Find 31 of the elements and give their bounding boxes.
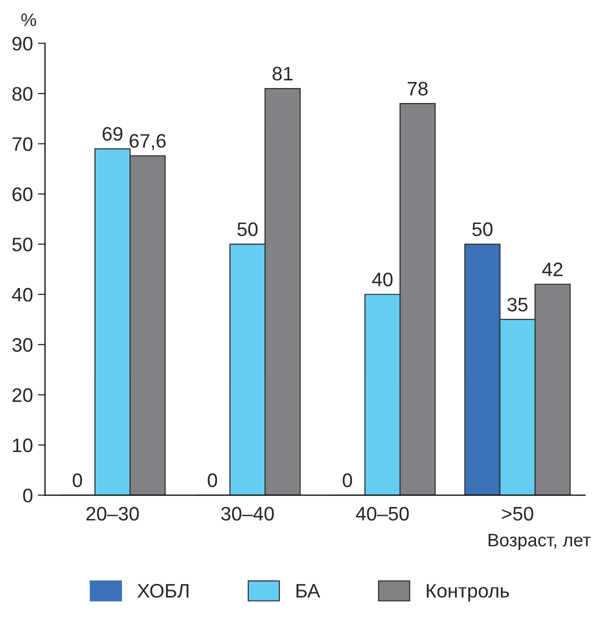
x-tick-label: 40–50: [356, 506, 409, 521]
y-tick-label: 60: [12, 187, 32, 202]
data-label: 0: [208, 473, 218, 488]
data-label: 67,6: [130, 134, 166, 150]
data-label: 0: [72, 473, 82, 488]
data-label: 42: [542, 262, 562, 276]
data-label: 78: [408, 82, 428, 96]
x-tick-label: >50: [502, 506, 534, 521]
x-axis-title: Возраст, лет: [488, 534, 591, 550]
data-label: 40: [372, 272, 393, 286]
y-axis-title: %: [21, 14, 36, 26]
x-tick-label: 20–30: [86, 506, 139, 521]
y-tick-label: 70: [12, 137, 32, 151]
y-tick-label: 90: [12, 36, 32, 51]
data-label: 69: [102, 126, 122, 141]
legend-label: ХОБЛ: [137, 584, 188, 598]
y-tick-label: 10: [13, 438, 32, 452]
data-label: 50: [237, 222, 258, 236]
data-label: 35: [507, 298, 528, 312]
legend-label: Контроль: [426, 584, 509, 602]
x-tick-label: 30–40: [221, 506, 274, 521]
y-tick-label: 50: [12, 238, 32, 252]
y-tick-label: 30: [12, 338, 32, 352]
y-tick-label: 40: [12, 288, 32, 302]
legend-label: БА: [296, 584, 320, 598]
y-tick-label: 80: [12, 87, 32, 101]
y-tick-label: 20: [12, 388, 32, 402]
data-label: 81: [272, 66, 292, 81]
data-label: 50: [472, 222, 492, 236]
data-label: 0: [342, 473, 352, 488]
y-tick-label: 0: [23, 488, 32, 502]
